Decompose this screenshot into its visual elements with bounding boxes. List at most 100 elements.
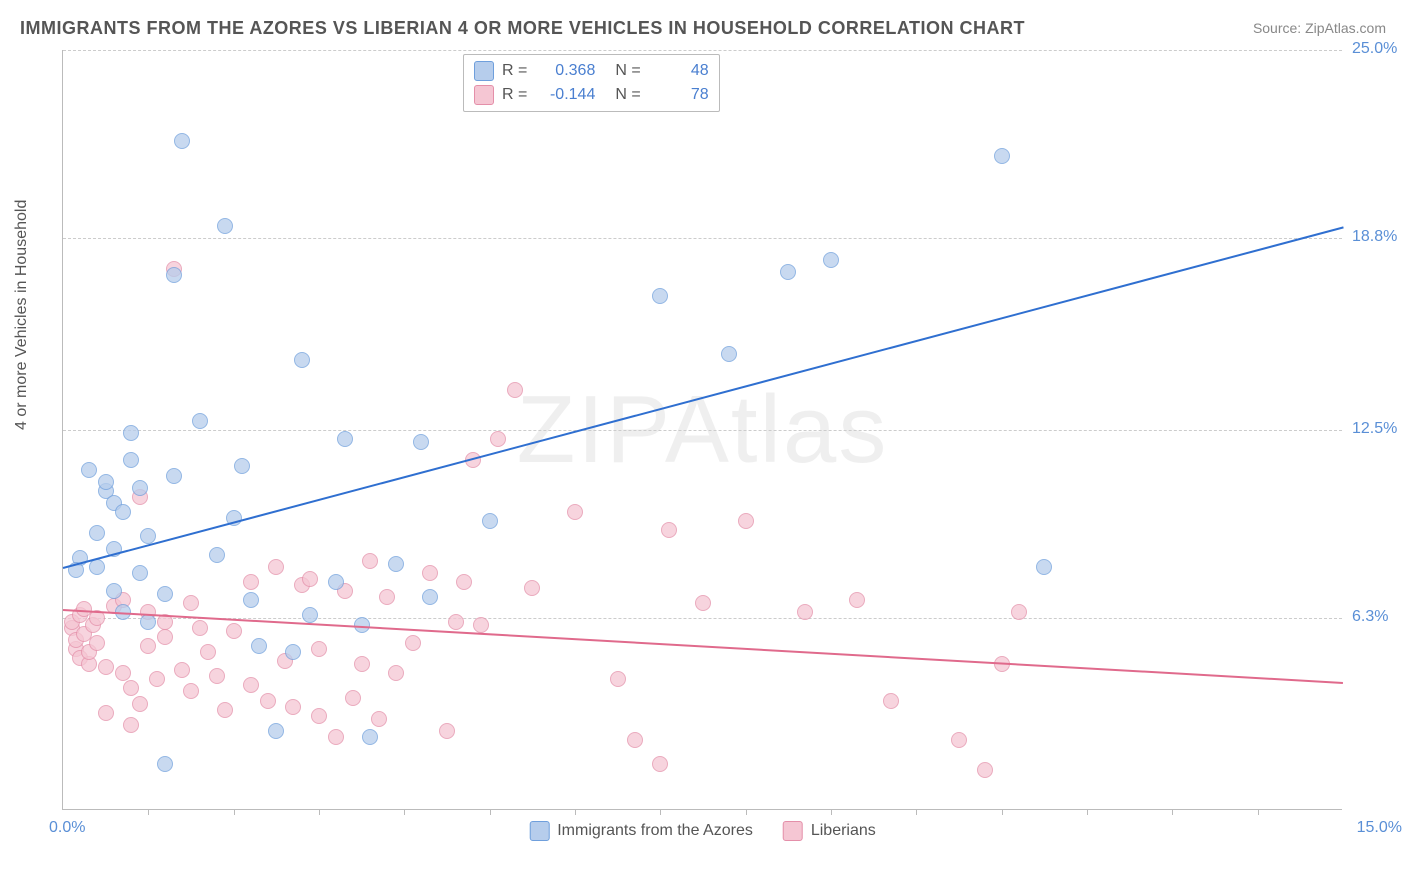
gridline xyxy=(63,50,1342,51)
data-point-azores xyxy=(89,525,105,541)
data-point-liberians xyxy=(422,565,438,581)
swatch-icon xyxy=(529,821,549,841)
data-point-liberians xyxy=(98,659,114,675)
data-point-liberians xyxy=(490,431,506,447)
source-attribution: Source: ZipAtlas.com xyxy=(1253,20,1386,36)
y-axis-label: 4 or more Vehicles in Household xyxy=(13,200,31,430)
data-point-liberians xyxy=(507,382,523,398)
data-point-liberians xyxy=(123,717,139,733)
data-point-azores xyxy=(98,474,114,490)
legend-item-liberians: Liberians xyxy=(783,821,876,841)
x-axis-min-label: 0.0% xyxy=(49,819,85,837)
data-point-azores xyxy=(823,252,839,268)
data-point-azores xyxy=(994,148,1010,164)
data-point-liberians xyxy=(448,614,464,630)
data-point-azores xyxy=(652,288,668,304)
data-point-liberians xyxy=(456,574,472,590)
data-point-liberians xyxy=(661,522,677,538)
data-point-liberians xyxy=(951,732,967,748)
gridline xyxy=(63,430,1342,431)
data-point-azores xyxy=(302,607,318,623)
data-point-liberians xyxy=(362,553,378,569)
data-point-azores xyxy=(285,644,301,660)
n-value-azores: 48 xyxy=(649,62,709,80)
x-minor-tick xyxy=(1172,809,1173,815)
data-point-liberians xyxy=(268,559,284,575)
x-minor-tick xyxy=(746,809,747,815)
x-minor-tick xyxy=(1002,809,1003,815)
data-point-azores xyxy=(217,218,233,234)
x-minor-tick xyxy=(660,809,661,815)
data-point-liberians xyxy=(695,595,711,611)
data-point-liberians xyxy=(328,729,344,745)
series-legend: Immigrants from the Azores Liberians xyxy=(529,821,876,841)
data-point-liberians xyxy=(345,690,361,706)
data-point-azores xyxy=(192,413,208,429)
data-point-azores xyxy=(132,565,148,581)
legend-item-azores: Immigrants from the Azores xyxy=(529,821,753,841)
data-point-liberians xyxy=(183,595,199,611)
n-value-liberians: 78 xyxy=(649,86,709,104)
swatch-icon xyxy=(474,85,494,105)
data-point-azores xyxy=(354,617,370,633)
data-point-azores xyxy=(166,267,182,283)
data-point-azores xyxy=(268,723,284,739)
x-minor-tick xyxy=(575,809,576,815)
data-point-liberians xyxy=(388,665,404,681)
data-point-liberians xyxy=(977,762,993,778)
data-point-azores xyxy=(115,504,131,520)
data-point-azores xyxy=(362,729,378,745)
data-point-azores xyxy=(174,133,190,149)
data-point-liberians xyxy=(123,680,139,696)
data-point-azores xyxy=(337,431,353,447)
r-value-liberians: -0.144 xyxy=(535,86,595,104)
scatter-plot-area: ZIPAtlas 0.0% 15.0% R = 0.368 N = 48 R =… xyxy=(62,50,1342,810)
swatch-icon xyxy=(474,61,494,81)
data-point-liberians xyxy=(226,623,242,639)
data-point-liberians xyxy=(209,668,225,684)
data-point-liberians xyxy=(610,671,626,687)
legend-row-azores: R = 0.368 N = 48 xyxy=(474,59,709,83)
data-point-liberians xyxy=(192,620,208,636)
data-point-liberians xyxy=(89,635,105,651)
data-point-azores xyxy=(294,352,310,368)
trendline-azores xyxy=(63,226,1344,568)
data-point-liberians xyxy=(285,699,301,715)
data-point-azores xyxy=(123,425,139,441)
x-minor-tick xyxy=(404,809,405,815)
r-label: R = xyxy=(502,62,527,80)
r-value-azores: 0.368 xyxy=(535,62,595,80)
data-point-liberians xyxy=(200,644,216,660)
n-label: N = xyxy=(615,62,640,80)
data-point-azores xyxy=(328,574,344,590)
data-point-liberians xyxy=(174,662,190,678)
data-point-azores xyxy=(1036,559,1052,575)
data-point-azores xyxy=(166,468,182,484)
data-point-liberians xyxy=(260,693,276,709)
x-minor-tick xyxy=(831,809,832,815)
data-point-azores xyxy=(123,452,139,468)
series-label: Immigrants from the Azores xyxy=(557,822,753,840)
x-minor-tick xyxy=(319,809,320,815)
data-point-liberians xyxy=(379,589,395,605)
data-point-azores xyxy=(157,586,173,602)
x-minor-tick xyxy=(234,809,235,815)
data-point-liberians xyxy=(243,574,259,590)
chart-title: IMMIGRANTS FROM THE AZORES VS LIBERIAN 4… xyxy=(20,18,1025,39)
x-minor-tick xyxy=(916,809,917,815)
data-point-liberians xyxy=(183,683,199,699)
data-point-liberians xyxy=(311,641,327,657)
data-point-azores xyxy=(157,756,173,772)
y-tick-label: 12.5% xyxy=(1352,420,1406,438)
legend-row-liberians: R = -0.144 N = 78 xyxy=(474,83,709,107)
data-point-liberians xyxy=(405,635,421,651)
data-point-azores xyxy=(780,264,796,280)
data-point-azores xyxy=(209,547,225,563)
x-minor-tick xyxy=(490,809,491,815)
data-point-liberians xyxy=(567,504,583,520)
data-point-azores xyxy=(251,638,267,654)
data-point-liberians xyxy=(140,638,156,654)
data-point-liberians xyxy=(473,617,489,633)
data-point-liberians xyxy=(157,629,173,645)
x-axis-max-label: 15.0% xyxy=(1357,819,1402,837)
